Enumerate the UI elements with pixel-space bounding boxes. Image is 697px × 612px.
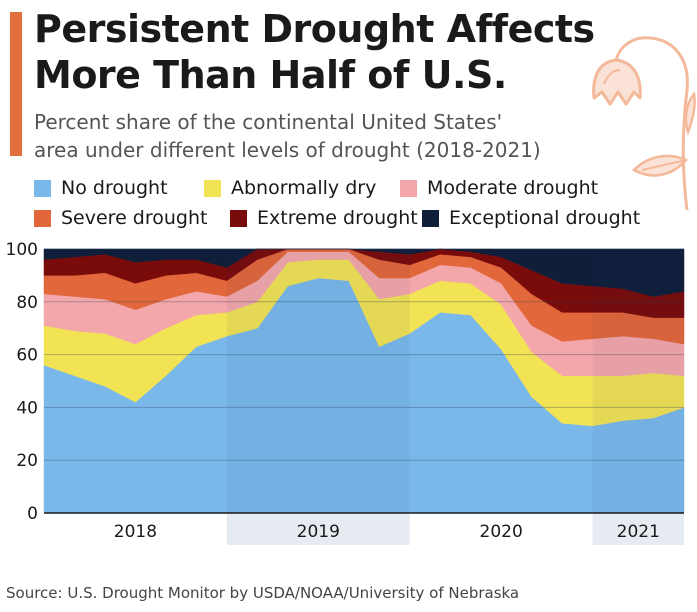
legend-swatch-no-drought <box>34 179 51 197</box>
plot-shade-2021 <box>592 249 684 513</box>
legend-label-exceptional-drought: Exceptional drought <box>449 207 641 229</box>
legend-swatch-moderate-drought <box>400 179 417 197</box>
legend-label-abnormally-dry: Abnormally dry <box>231 177 377 199</box>
legend-label-extreme-drought: Extreme drought <box>257 207 418 229</box>
legend-row-1: No drought Abnormally dry Moderate droug… <box>34 173 684 203</box>
y-tick-label-100: 100 <box>6 240 38 260</box>
plot-shade-2019 <box>226 249 410 513</box>
legend-swatch-severe-drought <box>34 209 51 227</box>
legend-swatch-abnormally-dry <box>204 179 221 197</box>
legend-label-moderate-drought: Moderate drought <box>427 177 599 199</box>
legend-item-abnormally-dry: Abnormally dry <box>204 177 400 199</box>
legend-label-no-drought: No drought <box>61 177 168 199</box>
source-note: Source: U.S. Drought Monitor by USDA/NOA… <box>6 584 520 602</box>
legend-item-no-drought: No drought <box>34 177 204 199</box>
chart-title: Persistent Drought Affects More Than Hal… <box>34 6 614 98</box>
drooping-flower-icon <box>592 36 696 210</box>
y-tick-label-0: 0 <box>27 504 38 524</box>
y-tick-label-20: 20 <box>16 451 38 471</box>
legend-item-exceptional-drought: Exceptional drought <box>422 207 640 229</box>
subtitle-line-1: Percent share of the continental United … <box>34 110 503 134</box>
chart-subtitle: Percent share of the continental United … <box>34 108 594 164</box>
x-tick-label-2019: 2019 <box>297 522 340 542</box>
y-tick-label-60: 60 <box>16 346 38 366</box>
legend-item-severe-drought: Severe drought <box>34 207 230 229</box>
subtitle-line-2: area under different levels of drought (… <box>34 138 541 162</box>
title-line-1: Persistent Drought Affects <box>34 7 595 51</box>
legend-item-extreme-drought: Extreme drought <box>230 207 422 229</box>
title-accent-bar <box>10 12 22 156</box>
y-tick-label-80: 80 <box>16 293 38 313</box>
year-band-2021 <box>592 513 684 545</box>
legend-swatch-extreme-drought <box>230 209 247 227</box>
legend-item-moderate-drought: Moderate drought <box>400 177 598 199</box>
area-exceptional-drought <box>43 248 685 297</box>
chart-legend: No drought Abnormally dry Moderate droug… <box>34 173 684 233</box>
x-tick-label-2021: 2021 <box>617 522 660 542</box>
title-line-2: More Than Half of U.S. <box>34 53 507 97</box>
year-band-2019 <box>226 513 410 545</box>
legend-swatch-exceptional-drought <box>422 209 439 227</box>
x-tick-label-2018: 2018 <box>114 522 157 542</box>
y-tick-label-40: 40 <box>16 398 38 418</box>
x-tick-label-2020: 2020 <box>480 522 523 542</box>
legend-label-severe-drought: Severe drought <box>61 207 208 229</box>
legend-row-2: Severe drought Extreme drought Exception… <box>34 203 684 233</box>
stacked-area-chart: 2018 2019 2020 2021 0 20 40 60 80 100 <box>6 240 685 545</box>
